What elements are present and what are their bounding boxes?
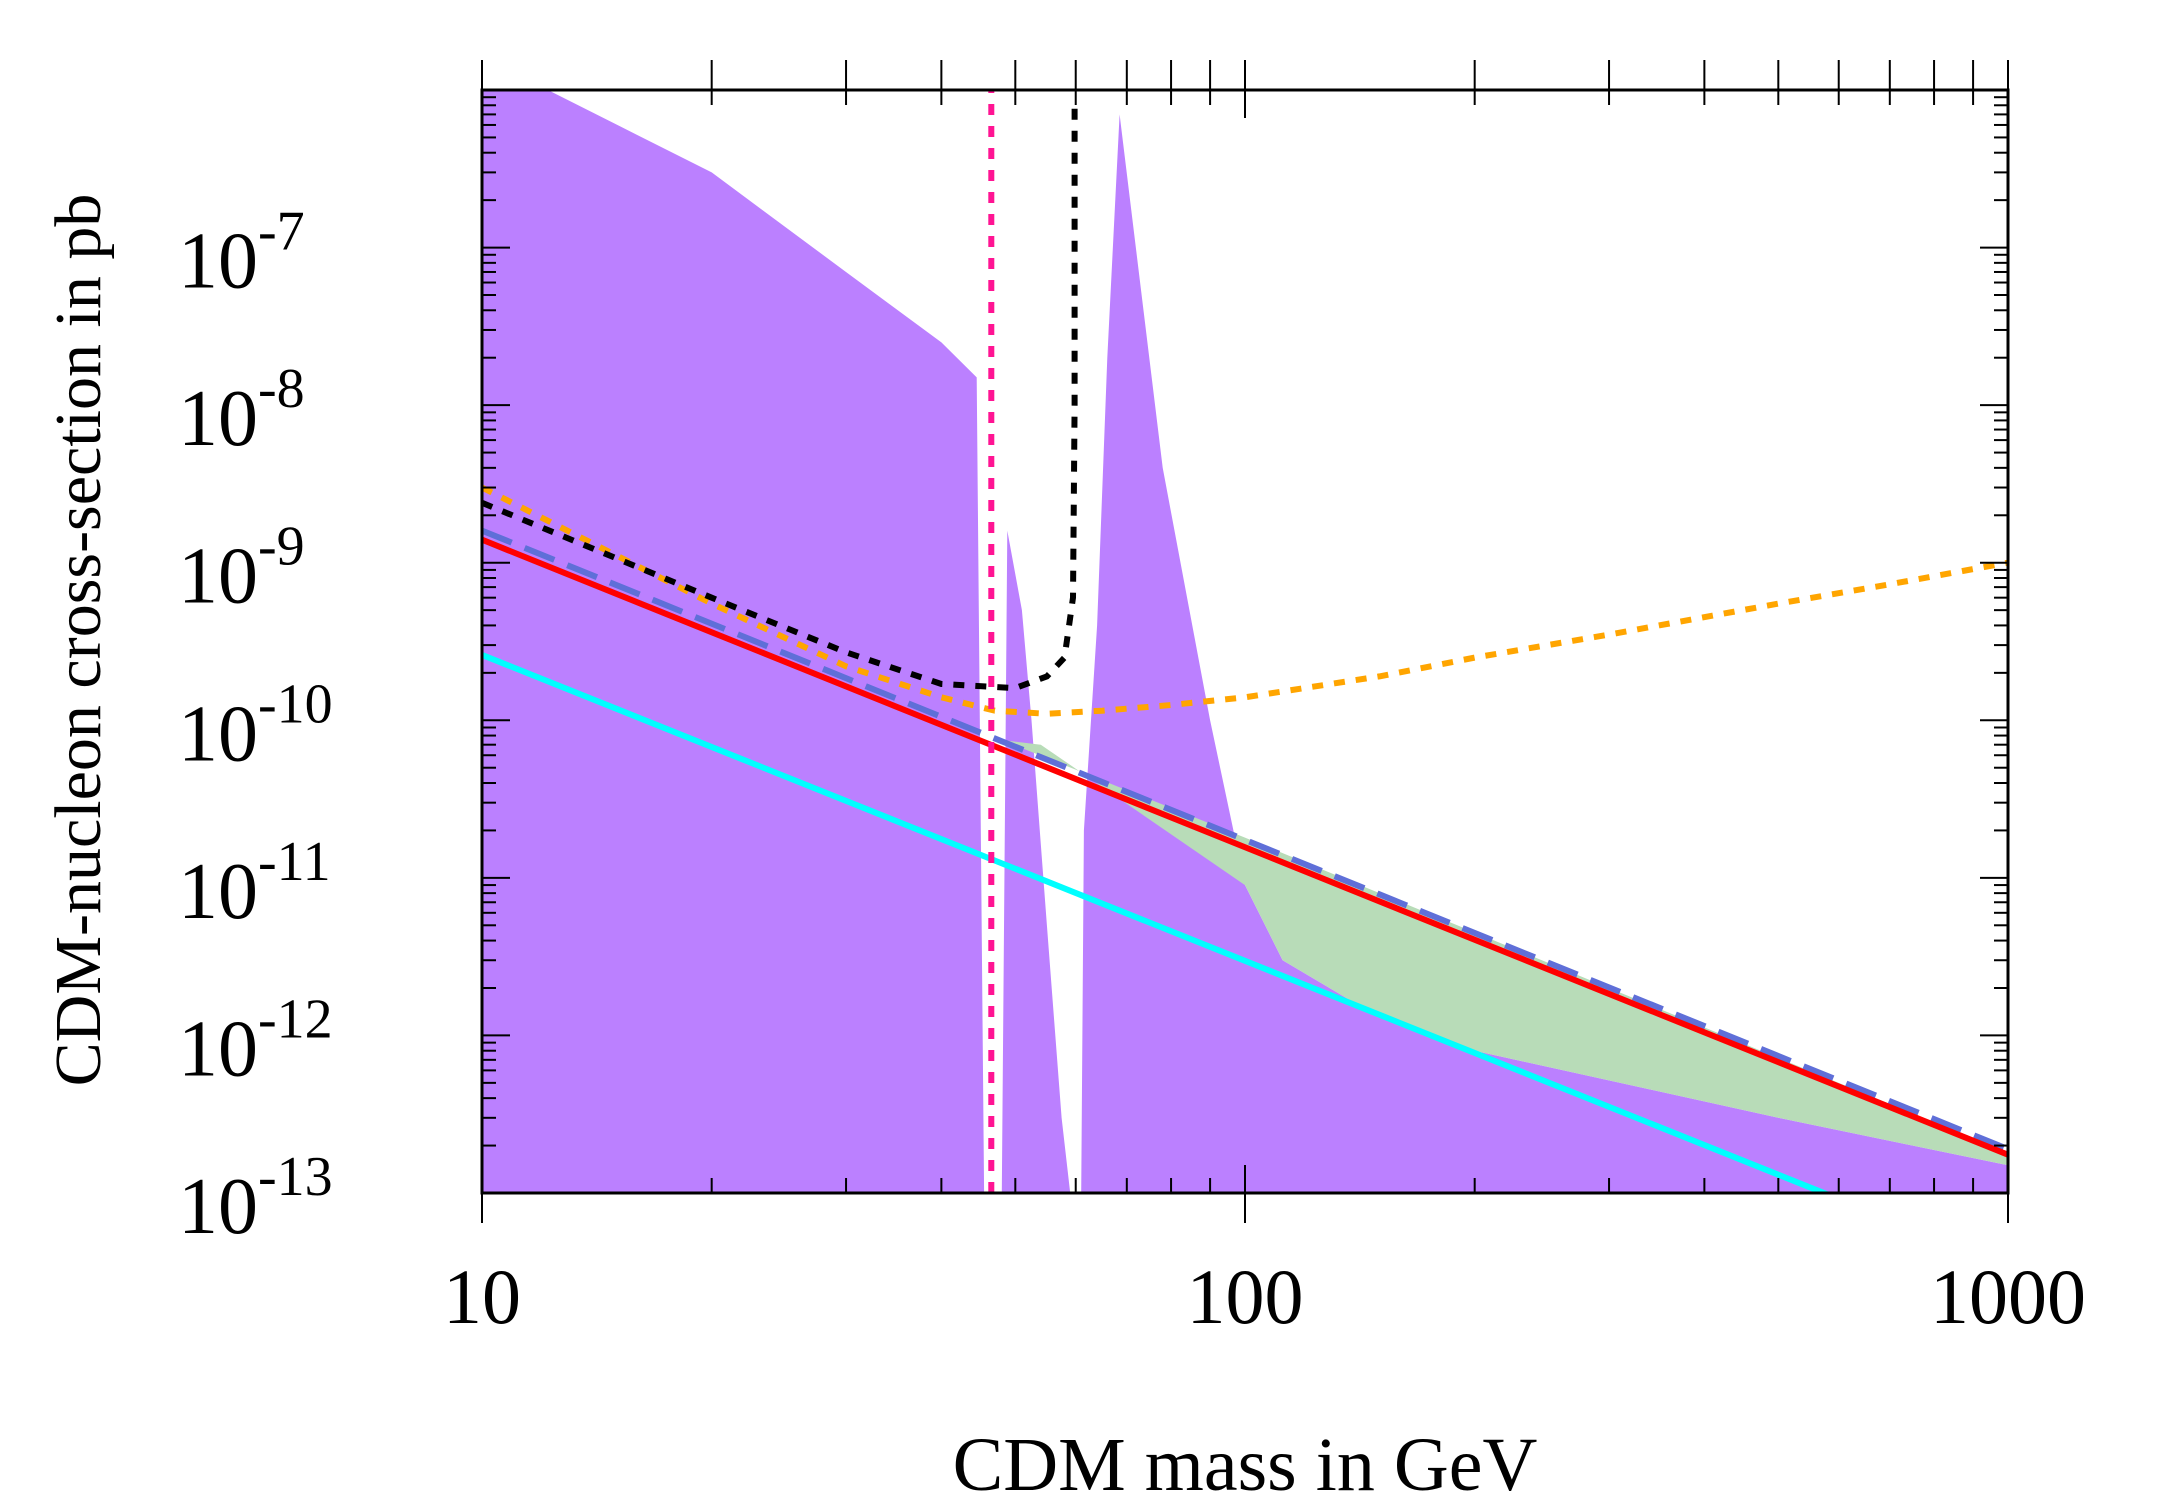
y-tick-label: 10-7 (178, 201, 305, 306)
x-tick-label: 100 (1187, 1253, 1304, 1340)
y-tick-label: 10-13 (178, 1146, 333, 1251)
red-solid-line (482, 536, 2008, 1158)
y-tick-label: 10-9 (178, 516, 305, 621)
x-tick-label: 1000 (1930, 1253, 2086, 1340)
y-tick-label: 10-8 (178, 358, 305, 463)
ticks-layer (481, 60, 2009, 1223)
purple-excluded-region-middle (1001, 114, 2008, 1193)
y-tick-labels: 10-7 10-8 10-9 10-10 10-11 10-12 10-13 (178, 201, 333, 1251)
y-tick-label: 10-10 (178, 673, 333, 778)
x-tick-label: 10 (443, 1253, 521, 1340)
x-axis-title: CDM mass in GeV (953, 1423, 1538, 1507)
cyan-solid-line (482, 652, 1833, 1193)
regions-layer (482, 90, 2008, 1193)
x-tick-labels: 10 100 1000 (443, 1253, 2086, 1340)
y-tick-label: 10-11 (178, 831, 331, 936)
series-layer (482, 90, 2008, 1193)
y-tick-label: 10-12 (178, 988, 333, 1093)
y-axis-title: CDM-nucleon cross-section in pb (42, 194, 115, 1087)
